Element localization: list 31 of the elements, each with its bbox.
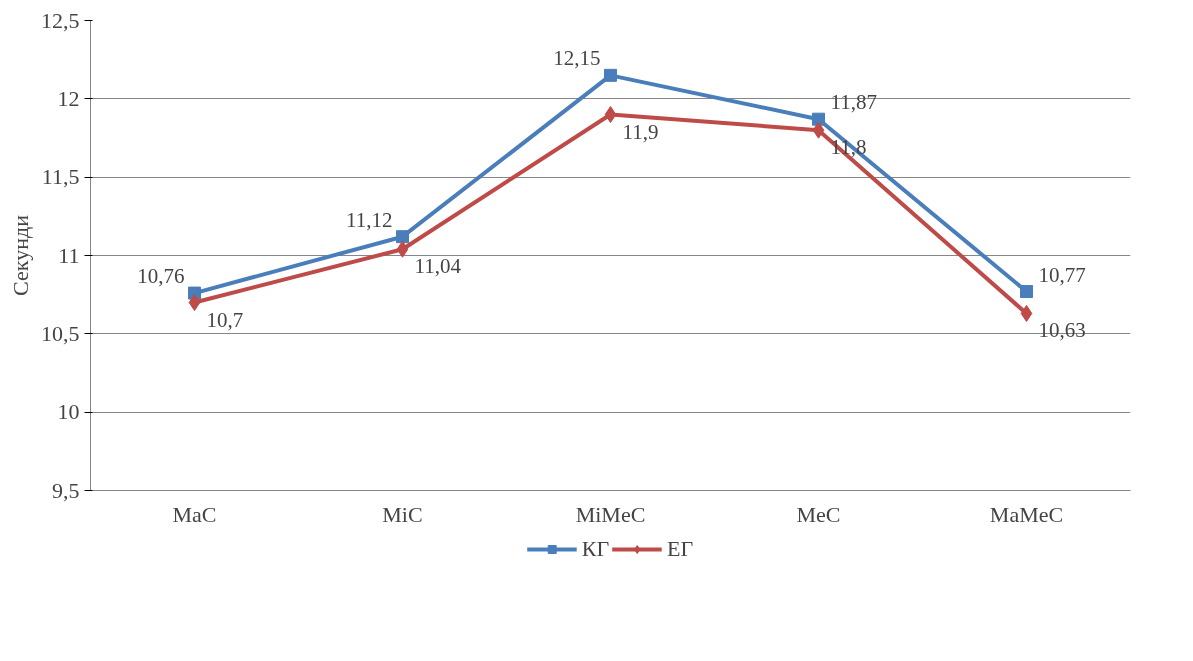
data-label: 10,7 bbox=[206, 307, 244, 332]
x-tick-label: MaMeC bbox=[989, 501, 1064, 527]
x-tick-label: MaC bbox=[172, 501, 217, 527]
point bbox=[812, 121, 825, 139]
data-label: 10,76 bbox=[137, 264, 185, 289]
data-label: 10,77 bbox=[1038, 262, 1086, 287]
legend-label: КГ bbox=[581, 536, 610, 562]
x-tick-label: MiMeC bbox=[575, 501, 646, 527]
y-tick-label: 9,5 bbox=[52, 477, 80, 503]
y-tick-label: 12 bbox=[57, 85, 80, 111]
y-tick-label: 10,5 bbox=[41, 320, 80, 346]
data-label: 11,9 bbox=[622, 119, 659, 144]
point bbox=[1020, 285, 1033, 299]
point bbox=[604, 106, 617, 123]
x-tick-label: MeC bbox=[796, 501, 841, 527]
point bbox=[188, 294, 201, 311]
y-axis-title: Секунди bbox=[8, 214, 33, 296]
y-tick-label: 10 bbox=[57, 399, 80, 425]
point bbox=[396, 230, 409, 244]
point bbox=[812, 112, 825, 126]
x-tick-label: MiC bbox=[382, 501, 423, 527]
point bbox=[604, 68, 617, 82]
y-tick-label: 11,5 bbox=[41, 164, 80, 190]
data-label: 11,12 bbox=[346, 207, 393, 232]
data-label: 12,15 bbox=[553, 46, 601, 71]
point bbox=[1020, 304, 1033, 322]
point bbox=[396, 240, 409, 258]
y-tick-label: 11 bbox=[58, 242, 80, 268]
y-tick-label: 12,5 bbox=[41, 7, 80, 33]
data-label: 11,04 bbox=[414, 254, 462, 279]
legend-label: ЕГ bbox=[667, 536, 694, 562]
